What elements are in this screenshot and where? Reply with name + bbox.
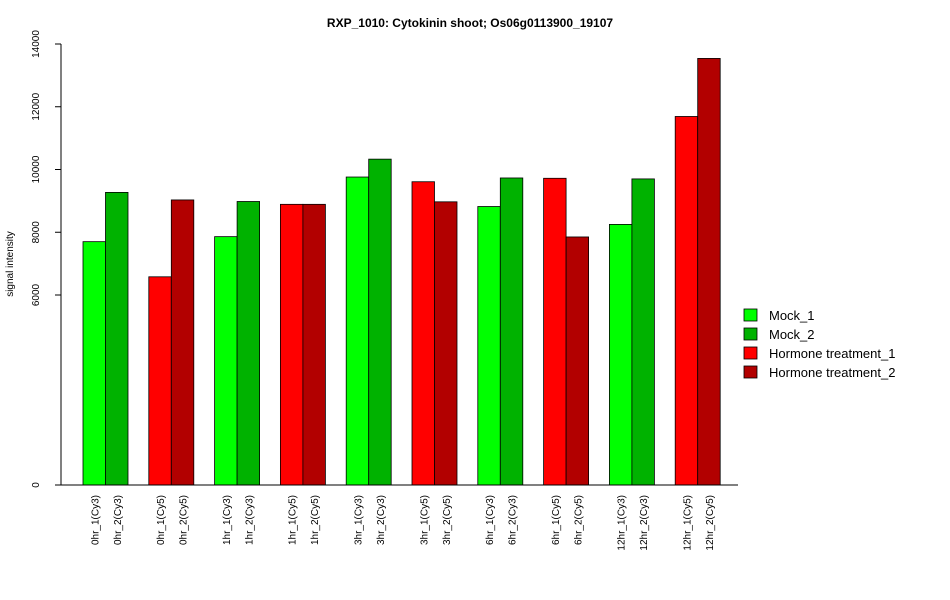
- legend-label: Hormone treatment_1: [769, 346, 895, 361]
- legend-label: Mock_1: [769, 308, 815, 323]
- bar-0hr-2-cy5-: [170, 199, 195, 486]
- bar-12hr-1-cy5-: [674, 116, 699, 486]
- bar-1hr-2-cy5-: [302, 203, 326, 486]
- x-tick-label: 3hr_1(Cy3): [353, 495, 364, 545]
- x-tick-label: 3hr_1(Cy5): [419, 495, 430, 545]
- x-tick-label: 1hr_2(Cy5): [310, 495, 321, 545]
- x-tick-label: 12hr_2(Cy3): [639, 495, 650, 551]
- bar-3hr-2-cy5-: [434, 201, 458, 486]
- x-tick-label: 1hr_2(Cy3): [244, 495, 255, 545]
- bar-3hr-1-cy5-: [411, 181, 435, 486]
- legend-label: Hormone treatment_2: [769, 365, 895, 380]
- x-tick-label: 12hr_1(Cy5): [682, 495, 693, 551]
- y-axis: 0 6000 8000 10000 12000 14000: [31, 30, 62, 488]
- y-tick-label: 8000: [31, 221, 42, 244]
- bars-group: [82, 58, 721, 486]
- x-tick-label: 6hr_2(Cy5): [573, 495, 584, 545]
- legend-swatch: [743, 346, 758, 360]
- legend-label: Mock_2: [769, 327, 815, 342]
- legend-swatch: [743, 327, 758, 341]
- x-tick-label: 12hr_1(Cy3): [617, 495, 628, 551]
- y-tick-label: 0: [31, 482, 42, 488]
- bar-1hr-2-cy3-: [236, 201, 261, 486]
- x-tick-label: 6hr_2(Cy3): [508, 495, 519, 545]
- x-tick-label: 1hr_1(Cy5): [288, 495, 299, 545]
- y-tick-label: 14000: [31, 30, 42, 58]
- legend-swatch: [743, 365, 758, 379]
- x-tick-label: 3hr_2(Cy3): [376, 495, 387, 545]
- x-tick-label: 6hr_1(Cy5): [551, 495, 562, 545]
- bar-3hr-1-cy3-: [345, 176, 370, 486]
- bar-0hr-1-cy5-: [148, 276, 172, 486]
- bar-3hr-2-cy3-: [368, 158, 392, 486]
- bar-6hr-2-cy3-: [499, 177, 524, 486]
- bar-1hr-1-cy5-: [279, 203, 304, 486]
- x-tick-label: 3hr_2(Cy5): [442, 495, 453, 545]
- bar-12hr-1-cy3-: [609, 224, 633, 486]
- bar-6hr-1-cy5-: [543, 177, 567, 486]
- legend: Mock_1 Mock_2 Hormone treatment_1 Hormone t…: [743, 308, 895, 380]
- x-tick-label: 6hr_1(Cy3): [485, 495, 496, 545]
- x-tick-label: 0hr_2(Cy3): [113, 495, 124, 545]
- bar-12hr-2-cy3-: [631, 178, 655, 486]
- x-tick-labels: 0hr_1(Cy3) 0hr_2(Cy3) 0hr_1(Cy5) 0hr_2(Cy5)…: [90, 495, 716, 551]
- bar-12hr-2-cy5-: [697, 58, 721, 486]
- y-tick-label: 10000: [31, 155, 42, 183]
- y-tick-label: 6000: [31, 283, 42, 306]
- x-tick-label: 12hr_2(Cy5): [705, 495, 716, 551]
- bar-0hr-1-cy3-: [82, 241, 106, 486]
- x-tick-label: 1hr_1(Cy3): [222, 495, 233, 545]
- legend-swatch: [743, 308, 758, 322]
- bar-0hr-2-cy3-: [105, 192, 129, 486]
- bar-1hr-1-cy3-: [214, 236, 238, 486]
- bar-6hr-1-cy3-: [477, 206, 501, 486]
- chart-title: RXP_1010: Cytokinin shoot; Os06g0113900_…: [327, 16, 613, 30]
- bar-6hr-2-cy5-: [565, 236, 589, 486]
- x-tick-label: 0hr_1(Cy5): [156, 495, 167, 545]
- x-tick-label: 0hr_1(Cy3): [90, 495, 101, 545]
- y-tick-label: 12000: [31, 92, 42, 120]
- x-tick-label: 0hr_2(Cy5): [179, 495, 190, 545]
- y-axis-label: signal intensity: [5, 231, 16, 297]
